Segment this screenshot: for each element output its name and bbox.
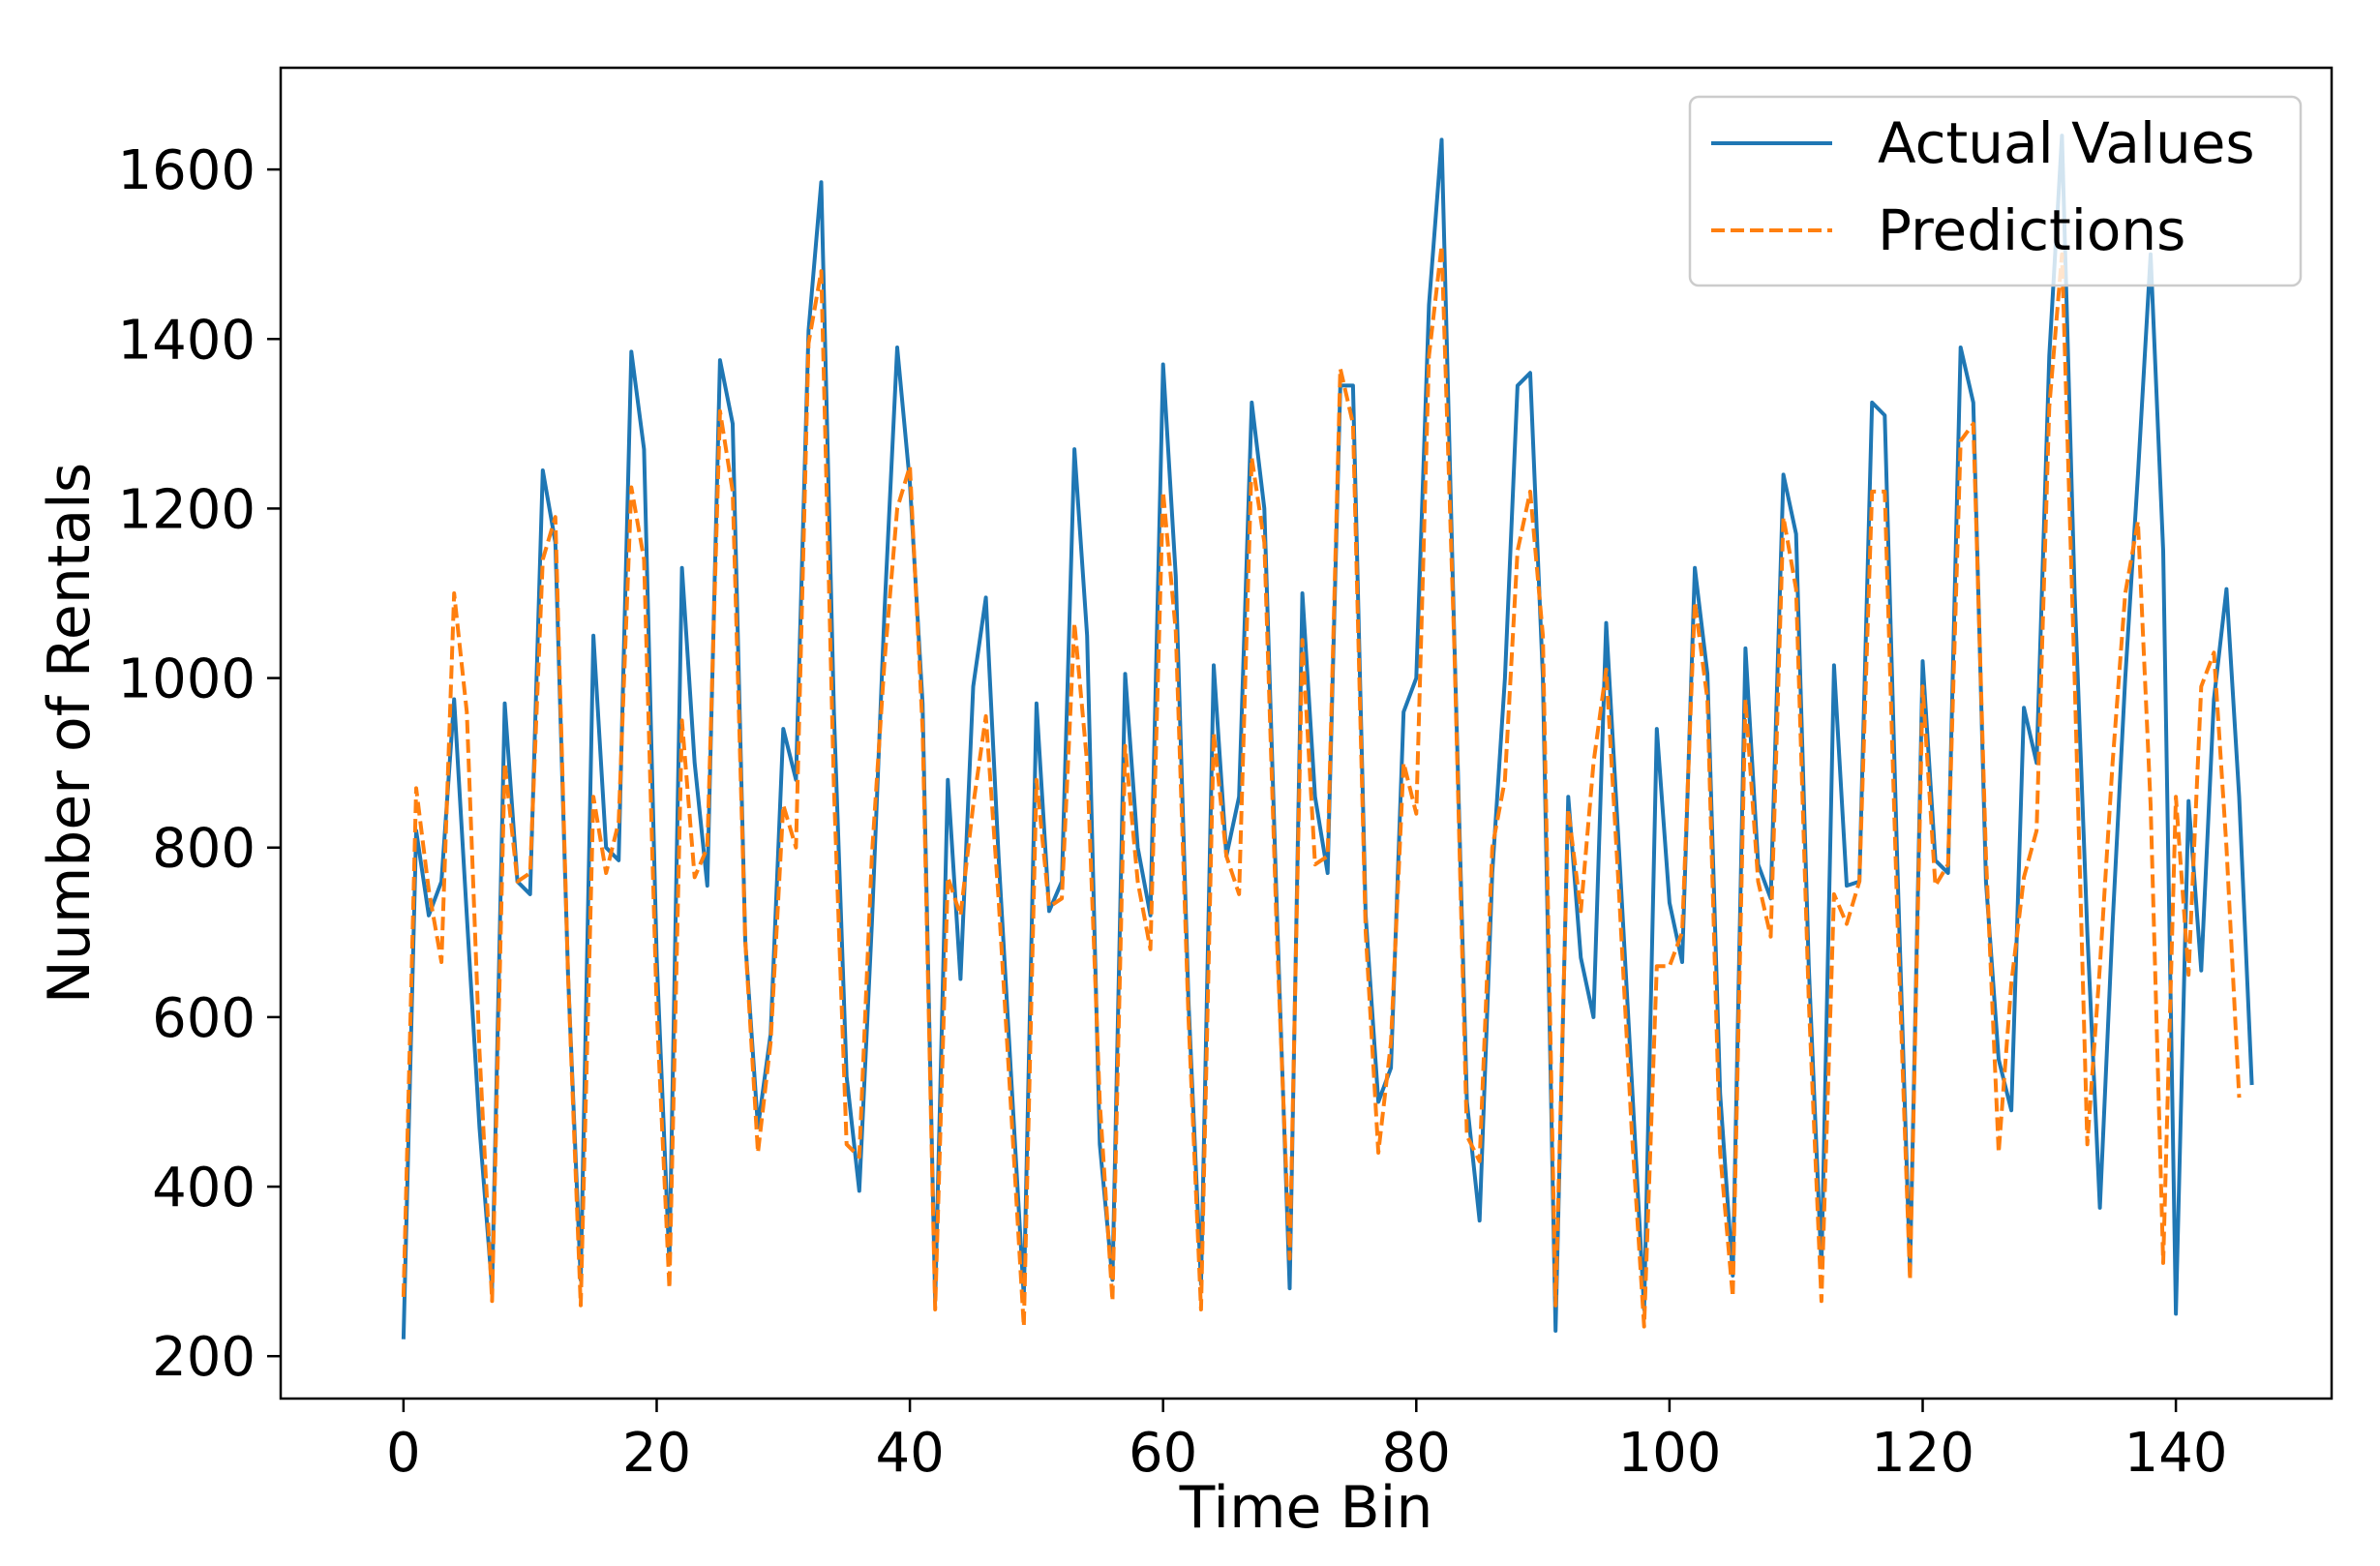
legend: Actual Values Predictions: [1688, 95, 2303, 287]
y-tick-label: 600: [152, 987, 256, 1050]
y-tick-label: 1000: [117, 648, 256, 711]
y-axis: 200 400 600 800 1000 1200 1400 1600: [117, 139, 281, 1389]
y-tick-label: 800: [152, 818, 256, 881]
x-tick-label: 120: [1871, 1422, 1974, 1485]
series-line-predictions: [401, 243, 2242, 1329]
series-layer: [401, 134, 2254, 1340]
y-axis-label: Number of Rentals: [36, 463, 104, 1004]
y-tick-label: 1200: [117, 478, 256, 541]
x-tick-label: 60: [1129, 1422, 1197, 1485]
x-tick-label: 140: [2124, 1422, 2228, 1485]
y-tick-label: 200: [152, 1326, 256, 1389]
plot-frame: [279, 66, 2334, 1400]
x-tick-label: 100: [1617, 1422, 1721, 1485]
x-axis: 0 20 40 60 80 100 120 140: [386, 1399, 2228, 1485]
x-tick-label: 80: [1382, 1422, 1451, 1485]
legend-label-predictions: Predictions: [1878, 197, 2185, 263]
x-tick-label: 20: [622, 1422, 691, 1485]
y-tick-label: 400: [152, 1157, 256, 1220]
legend-box: [1688, 95, 2303, 287]
y-tick-label: 1600: [117, 139, 256, 202]
legend-label-actual-values: Actual Values: [1878, 110, 2255, 176]
x-axis-label: Time Bin: [1179, 1474, 1433, 1542]
x-tick-label: 40: [875, 1422, 944, 1485]
x-tick-label: 0: [386, 1422, 421, 1485]
y-tick-label: 1400: [117, 309, 256, 372]
